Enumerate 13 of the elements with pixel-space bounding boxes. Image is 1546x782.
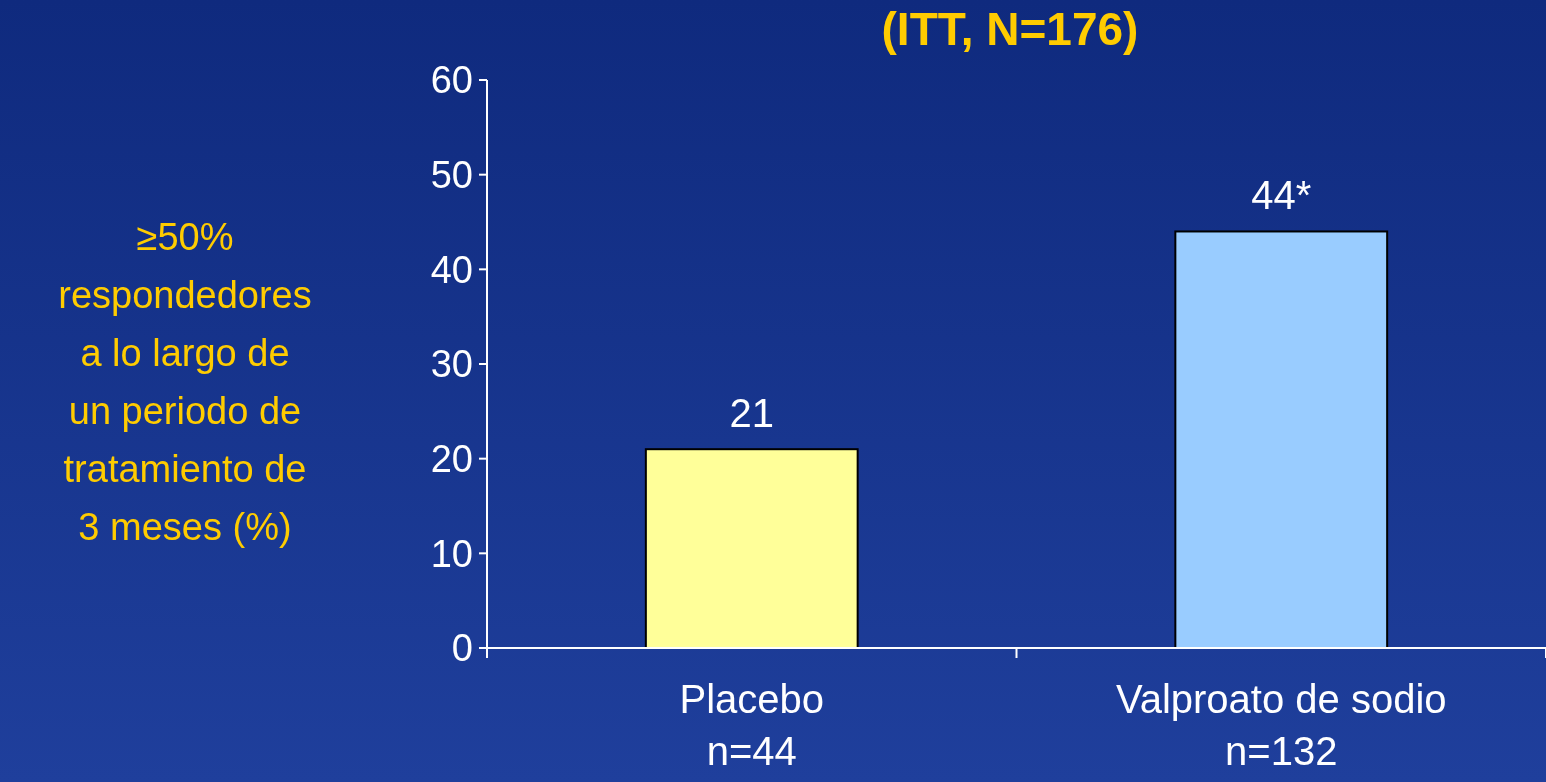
y-tick-label: 40 (430, 248, 473, 291)
x-tick-label: Valproato de sodio n=132 (1115, 677, 1447, 773)
data-label: 21 (729, 391, 774, 436)
y-tick-label: 10 (430, 532, 473, 575)
y-tick-label: 20 (430, 437, 473, 480)
y-tick-label: 0 (451, 627, 473, 670)
x-tick-label: Placebo n=44 (679, 677, 825, 773)
y-tick-label: 30 (430, 343, 473, 386)
y-axis-title: ≥50% respondedores a lo largo de un periodo de tratamiento de 3 meses (%) (58, 216, 312, 548)
y-tick-label: 50 (430, 153, 473, 196)
data-label: 44* (1251, 173, 1312, 218)
chart-title: (ITT, N=176) (881, 3, 1139, 55)
y-tick-label: 60 (430, 59, 473, 102)
